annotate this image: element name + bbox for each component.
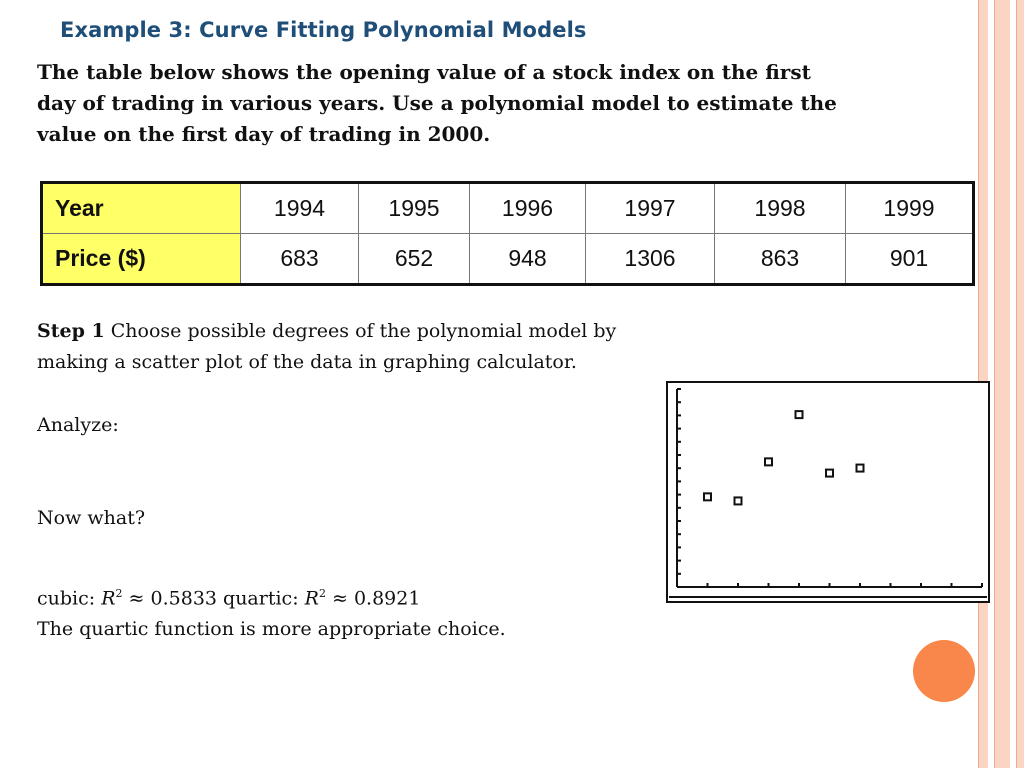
data-table: Year 1994 1995 1996 1997 1998 1999 Price… [40,181,975,286]
quartic-value: ≈ 0.8921 [325,587,421,610]
year-cell: 1998 [714,182,846,234]
step1-line1: Step 1 Choose possible degrees of the po… [37,320,616,342]
data-point [764,457,773,467]
price-cell: 948 [469,233,586,285]
data-point [855,463,865,473]
row-header-price: Price ($) [41,233,241,285]
border-gap [988,0,994,768]
border-line [1016,0,1017,768]
step1-line2: making a scatter plot of the data in gra… [37,351,577,373]
year-cell: 1995 [358,182,470,234]
analyze-label: Analyze: [37,414,119,436]
slide-title: Example 3: Curve Fitting Polynomial Mode… [60,18,587,42]
intro-paragraph: The table below shows the opening value … [37,57,987,150]
conclusion-text: The quartic function is more appropriate… [37,618,506,640]
year-cell: 1997 [585,182,715,234]
year-cell: 1999 [845,182,974,234]
border-stripe [994,0,1010,768]
r-squared-line: cubic: R2 ≈ 0.5833 quartic: R2 ≈ 0.8921 [37,587,420,609]
border-stripe [1016,0,1024,768]
row-header-year: Year [41,182,241,234]
price-cell: 652 [358,233,470,285]
border-line [994,0,995,768]
plot-frame [666,381,990,603]
intro-line: day of trading in various years. Use a p… [37,91,837,115]
price-cell: 683 [240,233,359,285]
table-row-price: Price ($) 683 652 948 1306 863 901 [41,233,974,285]
cubic-prefix: cubic: [37,587,102,610]
calculator-scatter-plot [666,381,990,603]
year-cell: 1994 [240,182,359,234]
squared-exponent: 2 [318,587,326,600]
data-point [703,492,712,502]
year-cell: 1996 [469,182,586,234]
data-point [733,496,743,506]
price-cell: 1306 [585,233,715,285]
cubic-value: ≈ 0.5833 quartic: [122,587,305,610]
squared-exponent: 2 [115,587,123,600]
r-symbol: R [101,587,116,610]
now-what-label: Now what? [37,507,146,529]
decorative-circle [913,640,975,702]
table-row-year: Year 1994 1995 1996 1997 1998 1999 [41,182,974,234]
border-gap [1010,0,1016,768]
intro-line: value on the first day of trading in 200… [37,122,491,146]
intro-line: The table below shows the opening value … [37,60,811,84]
data-point [794,410,804,420]
step-label: Step 1 [37,320,105,342]
data-point [825,468,834,478]
step1-text: Choose possible degrees of the polynomia… [110,320,617,342]
price-cell: 863 [714,233,846,285]
price-cell: 901 [845,233,974,285]
r-symbol: R [304,587,319,610]
